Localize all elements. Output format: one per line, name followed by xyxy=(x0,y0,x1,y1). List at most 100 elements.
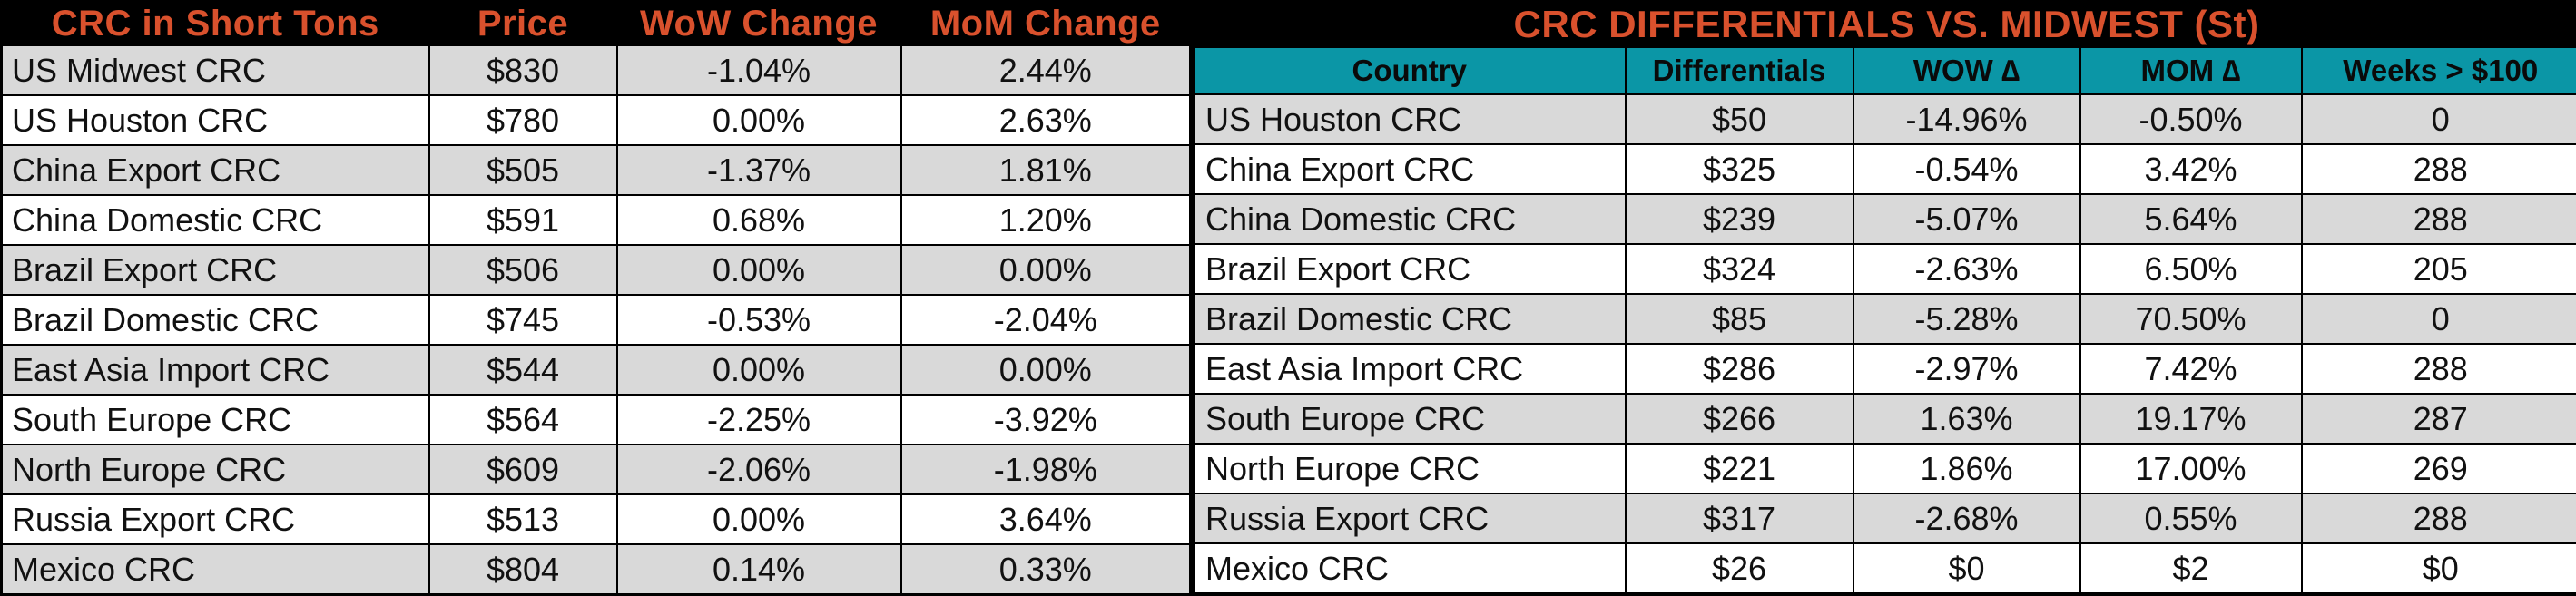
table-row: US Houston CRC $780 0.00% 2.63% xyxy=(0,94,1192,146)
weeks-over-100-cell: 269 xyxy=(2300,443,2576,494)
mom-delta-cell: 6.50% xyxy=(2079,243,2303,295)
table-row: China Export CRC $325 -0.54% 3.42% 288 xyxy=(1192,143,2576,195)
commodity-name-cell: Russia Export CRC xyxy=(0,493,430,545)
price-cell: $830 xyxy=(428,44,618,96)
column-header-differentials: Differentials xyxy=(1624,46,1854,95)
weeks-over-100-cell: 0 xyxy=(2300,93,2576,145)
wow-delta-cell: -2.63% xyxy=(1852,243,2081,295)
weeks-over-100-cell: $0 xyxy=(2300,542,2576,595)
crc-differentials-table: CRC DIFFERENTIALS VS. MIDWEST (St) Count… xyxy=(1192,0,2576,595)
wow-change-cell: 0.68% xyxy=(615,194,902,246)
mom-delta-cell: 5.64% xyxy=(2079,193,2303,245)
commodity-name-cell: South Europe CRC xyxy=(0,394,430,445)
mom-change-cell: -2.04% xyxy=(900,294,1192,346)
price-table-title: CRC in Short Tons xyxy=(0,0,430,46)
mom-delta-cell: 0.55% xyxy=(2079,493,2303,544)
table-row: South Europe CRC $564 -2.25% -3.92% xyxy=(0,394,1192,445)
mom-change-cell: 0.00% xyxy=(900,344,1192,396)
table-row: North Europe CRC $221 1.86% 17.00% 269 xyxy=(1192,443,2576,494)
wow-delta-cell: -2.68% xyxy=(1852,493,2081,544)
mom-change-cell: 0.00% xyxy=(900,244,1192,296)
mom-change-cell: 2.44% xyxy=(900,44,1192,96)
price-cell: $544 xyxy=(428,344,618,396)
price-cell: $505 xyxy=(428,144,618,196)
column-header-mom-change: MoM Change xyxy=(900,0,1192,46)
column-header-wow-change: WoW Change xyxy=(615,0,902,46)
commodity-name-cell: East Asia Import CRC xyxy=(0,344,430,396)
wow-change-cell: 0.00% xyxy=(615,344,902,396)
wow-change-cell: -1.37% xyxy=(615,144,902,196)
price-cell: $513 xyxy=(428,493,618,545)
wow-delta-cell: -5.28% xyxy=(1852,293,2081,345)
column-header-mom-delta: MOM ∆ xyxy=(2079,46,2303,95)
country-cell: South Europe CRC xyxy=(1192,393,1627,445)
table-row: China Domestic CRC $591 0.68% 1.20% xyxy=(0,194,1192,246)
wow-change-cell: 0.00% xyxy=(615,493,902,545)
table-row: East Asia Import CRC $286 -2.97% 7.42% 2… xyxy=(1192,343,2576,395)
wow-change-cell: 0.00% xyxy=(615,244,902,296)
table-row: East Asia Import CRC $544 0.00% 0.00% xyxy=(0,344,1192,396)
differential-cell: $286 xyxy=(1624,343,1854,395)
price-cell: $609 xyxy=(428,444,618,495)
price-table-header-row: CRC in Short Tons Price WoW Change MoM C… xyxy=(0,0,1192,46)
differential-cell: $26 xyxy=(1624,542,1854,595)
wow-delta-cell: $0 xyxy=(1852,542,2081,595)
mom-change-cell: 1.20% xyxy=(900,194,1192,246)
price-cell: $745 xyxy=(428,294,618,346)
price-cell: $564 xyxy=(428,394,618,445)
table-row: US Midwest CRC $830 -1.04% 2.44% xyxy=(0,44,1192,96)
price-cell: $804 xyxy=(428,543,618,596)
mom-change-cell: 0.33% xyxy=(900,543,1192,596)
wow-change-cell: 0.14% xyxy=(615,543,902,596)
table-row: Brazil Export CRC $506 0.00% 0.00% xyxy=(0,244,1192,296)
differential-cell: $239 xyxy=(1624,193,1854,245)
price-cell: $506 xyxy=(428,244,618,296)
commodity-name-cell: Mexico CRC xyxy=(0,543,430,596)
mom-delta-cell: 7.42% xyxy=(2079,343,2303,395)
differentials-title-row: CRC DIFFERENTIALS VS. MIDWEST (St) xyxy=(1193,0,2576,48)
mom-change-cell: -3.92% xyxy=(900,394,1192,445)
commodity-name-cell: China Export CRC xyxy=(0,144,430,196)
country-cell: China Domestic CRC xyxy=(1192,193,1627,245)
table-row: China Domestic CRC $239 -5.07% 5.64% 288 xyxy=(1192,193,2576,245)
table-row: South Europe CRC $266 1.63% 19.17% 287 xyxy=(1192,393,2576,445)
table-row: US Houston CRC $50 -14.96% -0.50% 0 xyxy=(1192,93,2576,145)
weeks-over-100-cell: 288 xyxy=(2300,143,2576,195)
differentials-table-title: CRC DIFFERENTIALS VS. MIDWEST (St) xyxy=(1193,0,2576,48)
wow-delta-cell: 1.86% xyxy=(1852,443,2081,494)
crc-price-table: CRC in Short Tons Price WoW Change MoM C… xyxy=(0,0,1192,596)
commodity-name-cell: US Midwest CRC xyxy=(0,44,430,96)
table-row: Brazil Export CRC $324 -2.63% 6.50% 205 xyxy=(1192,243,2576,295)
commodity-name-cell: China Domestic CRC xyxy=(0,194,430,246)
wow-change-cell: 0.00% xyxy=(615,94,902,146)
table-row: Russia Export CRC $317 -2.68% 0.55% 288 xyxy=(1192,493,2576,544)
commodity-name-cell: Brazil Domestic CRC xyxy=(0,294,430,346)
differential-cell: $266 xyxy=(1624,393,1854,445)
differentials-header-row: Country Differentials WOW ∆ MOM ∆ Weeks … xyxy=(1192,46,2576,95)
mom-delta-cell: 70.50% xyxy=(2079,293,2303,345)
wow-change-cell: -2.06% xyxy=(615,444,902,495)
mom-delta-cell: 19.17% xyxy=(2079,393,2303,445)
wow-delta-cell: -14.96% xyxy=(1852,93,2081,145)
mom-change-cell: 1.81% xyxy=(900,144,1192,196)
differential-cell: $50 xyxy=(1624,93,1854,145)
country-cell: US Houston CRC xyxy=(1192,93,1627,145)
country-cell: North Europe CRC xyxy=(1192,443,1627,494)
wow-change-cell: -0.53% xyxy=(615,294,902,346)
differential-cell: $325 xyxy=(1624,143,1854,195)
mom-change-cell: 3.64% xyxy=(900,493,1192,545)
column-header-country: Country xyxy=(1192,46,1627,95)
table-row: Russia Export CRC $513 0.00% 3.64% xyxy=(0,493,1192,545)
wow-change-cell: -2.25% xyxy=(615,394,902,445)
differential-cell: $317 xyxy=(1624,493,1854,544)
wow-delta-cell: -5.07% xyxy=(1852,193,2081,245)
wow-delta-cell: 1.63% xyxy=(1852,393,2081,445)
mom-change-cell: -1.98% xyxy=(900,444,1192,495)
mom-delta-cell: -0.50% xyxy=(2079,93,2303,145)
table-row: Mexico CRC $804 0.14% 0.33% xyxy=(0,543,1192,596)
table-row: Mexico CRC $26 $0 $2 $0 xyxy=(1192,542,2576,595)
wow-delta-cell: -2.97% xyxy=(1852,343,2081,395)
country-cell: Brazil Export CRC xyxy=(1192,243,1627,295)
wow-change-cell: -1.04% xyxy=(615,44,902,96)
